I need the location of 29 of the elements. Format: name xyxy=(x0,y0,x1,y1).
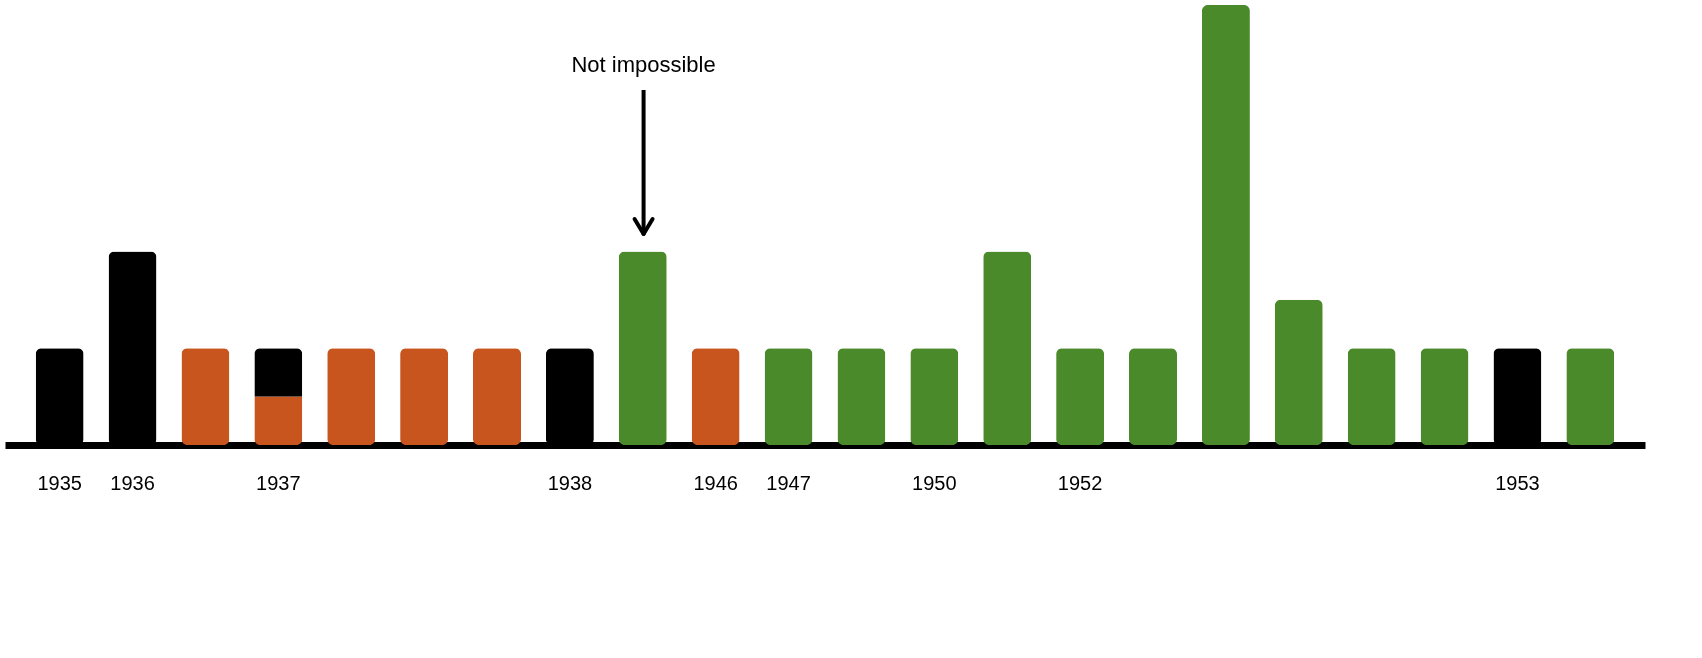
bar xyxy=(1056,348,1105,445)
x-tick-label: 1938 xyxy=(547,471,593,494)
x-tick-label: 1946 xyxy=(693,471,738,494)
annotation: Not impossible xyxy=(571,52,716,77)
bar xyxy=(400,348,449,445)
x-tick-label: 1935 xyxy=(37,471,82,494)
bar xyxy=(254,348,303,397)
bar xyxy=(1201,5,1250,445)
bar xyxy=(1566,348,1615,445)
bar xyxy=(1420,348,1469,445)
bar xyxy=(1129,348,1177,445)
bar xyxy=(1347,348,1396,445)
x-tick-label: 1937 xyxy=(256,471,301,494)
bar xyxy=(1274,299,1323,445)
bar xyxy=(181,348,230,445)
bar xyxy=(837,348,886,445)
x-tick-label: 1953 xyxy=(1495,471,1540,494)
bar xyxy=(618,251,667,445)
bar xyxy=(983,251,1032,445)
x-tick-label: 1947 xyxy=(766,471,811,494)
x-tick-label: 1952 xyxy=(1057,471,1103,494)
bar xyxy=(764,348,813,445)
bar xyxy=(327,348,376,445)
bar xyxy=(691,348,740,445)
x-tick-label: 1936 xyxy=(110,471,155,494)
bar xyxy=(910,348,959,445)
bar xyxy=(254,396,303,445)
x-tick-label: 1950 xyxy=(912,471,957,494)
bar xyxy=(473,348,521,445)
